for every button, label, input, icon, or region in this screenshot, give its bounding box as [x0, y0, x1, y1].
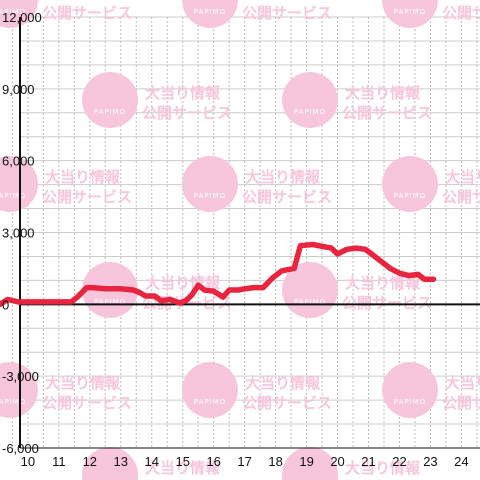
watermark-logo-icon: [282, 447, 338, 480]
watermark-logo-icon: [0, 156, 38, 212]
x-tick-label: 11: [52, 454, 66, 469]
watermark-line1: 大当り情報: [245, 0, 321, 2]
watermark-logo-text: PAPIMO: [0, 398, 26, 406]
watermark-line2: 公開サービス: [442, 394, 480, 412]
watermark-logo-text: PAPIMO: [294, 298, 326, 306]
watermark-logo-text: PAPIMO: [94, 298, 126, 306]
x-tick-label: 14: [145, 454, 159, 469]
watermark-line2: 公開サービス: [442, 188, 480, 206]
watermark-logo-text: PAPIMO: [394, 192, 426, 200]
watermark-line1: 大当り情報: [345, 84, 421, 102]
watermark-logo-text: PAPIMO: [294, 108, 326, 116]
x-tick-label: 22: [392, 454, 406, 469]
watermark-logo-icon: [182, 0, 238, 28]
watermark-logo-text: PAPIMO: [94, 108, 126, 116]
series-layer: [0, 241, 437, 308]
watermark-logo-icon: [0, 362, 38, 418]
watermark-logo-icon: [0, 0, 38, 28]
grid-lines: [11, 16, 480, 449]
watermark-line2: 公開サービス: [442, 4, 480, 22]
watermark-logo-text: PAPIMO: [394, 8, 426, 16]
x-tick-label: 18: [268, 454, 282, 469]
watermark-line1: 大当り情報: [145, 459, 221, 477]
watermark-logo-icon: [82, 447, 138, 480]
x-tick-label: 10: [21, 454, 35, 469]
watermark-line1: 大当り情報: [45, 374, 121, 392]
watermark-line1: 大当り情報: [45, 0, 121, 2]
y-tick-label: 9,000: [2, 82, 35, 97]
y-tick-label: -3,000: [2, 369, 39, 384]
watermark-line2: 公開サービス: [42, 394, 132, 412]
x-tick-label: 17: [237, 454, 251, 469]
watermark-logo-text: PAPIMO: [194, 192, 226, 200]
watermark-line1: 大当り情報: [445, 0, 480, 2]
watermark-logo-text: PAPIMO: [194, 398, 226, 406]
watermark-logo-text: PAPIMO: [394, 398, 426, 406]
watermark-logo-icon: [282, 72, 338, 128]
watermark-logo-icon: [382, 362, 438, 418]
y-tick-label: 6,000: [2, 154, 35, 169]
watermark-line2: 公開サービス: [42, 4, 132, 22]
x-tick-label: 13: [114, 454, 128, 469]
watermark-line1: 大当り情報: [245, 374, 321, 392]
watermark-line2: 公開サービス: [242, 394, 332, 412]
axes: [19, 17, 480, 449]
watermark-line1: 大当り情報: [245, 168, 321, 186]
x-tick-label: 15: [175, 454, 189, 469]
watermark-line1: 大当り情報: [345, 459, 421, 477]
watermark-line1: 大当り情報: [145, 84, 221, 102]
watermark-logo-icon: [182, 362, 238, 418]
x-tick-label: 16: [206, 454, 220, 469]
x-tick-label: 12: [83, 454, 97, 469]
x-tick-label: 21: [361, 454, 375, 469]
y-tick-label: 0: [2, 297, 9, 312]
watermark-logo-text: PAPIMO: [0, 192, 26, 200]
watermark-line2: 公開サービス: [342, 104, 432, 122]
watermark-line2: 公開サービス: [142, 104, 232, 122]
watermark-logo-icon: [382, 156, 438, 212]
series-line: [0, 241, 437, 308]
x-tick-label: 19: [299, 454, 313, 469]
x-tick-label: 24: [454, 454, 468, 469]
watermark-line2: 公開サービス: [242, 188, 332, 206]
watermark-logo-icon: [382, 0, 438, 28]
watermark-logo-text: PAPIMO: [194, 8, 226, 16]
y-tick-label: 12,000: [2, 10, 42, 25]
watermark-line1: 大当り情報: [45, 168, 121, 186]
y-tick-label: -6,000: [2, 441, 39, 456]
watermark-line1: 大当り情報: [445, 168, 480, 186]
watermark-line2: 公開サービス: [42, 188, 132, 206]
x-tick-label: 23: [423, 454, 437, 469]
watermark-line1: 大当り情報: [445, 374, 480, 392]
watermark-logo-icon: [182, 156, 238, 212]
watermark-line2: 公開サービス: [342, 294, 432, 312]
watermark-logo-text: PAPIMO: [0, 8, 26, 16]
watermark-line2: 公開サービス: [242, 4, 332, 22]
watermark-logo-icon: [82, 72, 138, 128]
y-tick-label: 3,000: [2, 226, 35, 241]
x-tick-label: 20: [330, 454, 344, 469]
watermark-line1: 大当り情報: [345, 274, 421, 292]
